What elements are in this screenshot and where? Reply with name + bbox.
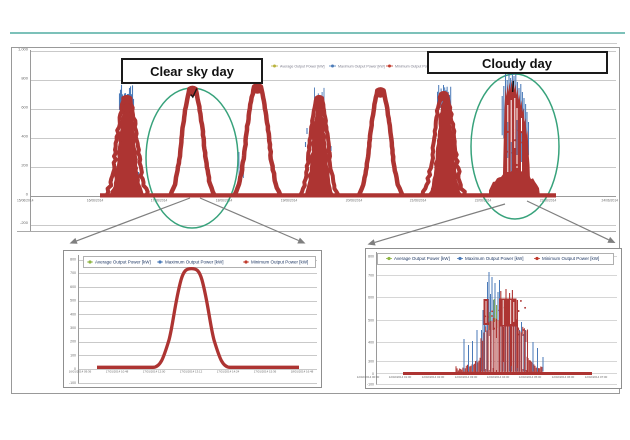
svg-text:800: 800: [70, 258, 76, 262]
svg-text:0: 0: [26, 191, 29, 196]
svg-text:12/02/2014 06:00: 12/02/2014 06:00: [552, 375, 575, 379]
svg-text:Clear sky day: Clear sky day: [150, 64, 235, 79]
svg-text:17/01/2014 12:00: 17/01/2014 12:00: [143, 370, 166, 374]
svg-text:-100: -100: [69, 381, 76, 385]
svg-text:12/02/2014 07:00: 12/02/2014 07:00: [585, 375, 608, 379]
svg-text:16/01/2014 09:36: 16/01/2014 09:36: [69, 370, 92, 374]
svg-text:12/02/2014 05:00: 12/02/2014 05:00: [519, 375, 542, 379]
svg-text:200: 200: [70, 340, 76, 344]
svg-text:700: 700: [70, 271, 76, 275]
svg-text:16/06/2014: 16/06/2014: [87, 199, 104, 203]
svg-text:Maximum Output Power [kW]: Maximum Output Power [kW]: [338, 65, 385, 69]
svg-text:400: 400: [21, 133, 28, 138]
svg-text:0: 0: [372, 372, 374, 376]
svg-text:24/06/2014: 24/06/2014: [601, 199, 618, 203]
svg-text:600: 600: [368, 296, 374, 300]
svg-text:17/01/2014 13:12: 17/01/2014 13:12: [180, 370, 203, 374]
svg-text:17/01/2014 10:48: 17/01/2014 10:48: [106, 370, 129, 374]
svg-text:17/01/2014 14:24: 17/01/2014 14:24: [217, 370, 240, 374]
svg-text:600: 600: [21, 104, 28, 109]
svg-text:Maximum Output Power [kW]: Maximum Output Power [kW]: [165, 260, 224, 265]
svg-text:23/06/2014: 23/06/2014: [540, 199, 557, 203]
svg-text:18/06/2014: 18/06/2014: [216, 199, 233, 203]
svg-text:17/06/2014: 17/06/2014: [151, 199, 168, 203]
svg-text:1,000: 1,000: [18, 46, 29, 51]
svg-text:400: 400: [70, 312, 76, 316]
svg-text:200: 200: [21, 162, 28, 167]
svg-text:Average Output Power [kW]: Average Output Power [kW]: [280, 65, 324, 69]
svg-text:500: 500: [70, 299, 76, 303]
svg-text:800: 800: [368, 255, 374, 259]
svg-text:15/06/2014: 15/06/2014: [17, 199, 34, 203]
svg-text:500: 500: [368, 319, 374, 323]
svg-text:19/06/2014: 19/06/2014: [281, 199, 298, 203]
svg-text:300: 300: [368, 360, 374, 364]
svg-text:-100: -100: [367, 383, 374, 387]
svg-text:400: 400: [368, 341, 374, 345]
svg-text:12/02/2014 00:00: 12/02/2014 00:00: [357, 375, 380, 379]
svg-text:21/06/2014: 21/06/2014: [410, 199, 427, 203]
svg-text:17/01/2014 15:36: 17/01/2014 15:36: [254, 370, 277, 374]
svg-text:Maximum Output Power [kW]: Maximum Output Power [kW]: [465, 256, 524, 261]
svg-text:Average Output Power [kW]: Average Output Power [kW]: [394, 256, 450, 261]
svg-text:100: 100: [70, 353, 76, 357]
svg-text:20/06/2014: 20/06/2014: [346, 199, 363, 203]
svg-text:Cloudy day: Cloudy day: [482, 56, 553, 71]
svg-text:Minimum Output Power [kW]: Minimum Output Power [kW]: [251, 260, 308, 265]
svg-text:700: 700: [368, 274, 374, 278]
svg-text:12/02/2014 03:00: 12/02/2014 03:00: [455, 375, 478, 379]
svg-text:300: 300: [70, 326, 76, 330]
svg-text:0: 0: [74, 367, 76, 371]
svg-text:600: 600: [70, 285, 76, 289]
svg-text:12/02/2014 02:00: 12/02/2014 02:00: [422, 375, 445, 379]
svg-text:800: 800: [21, 75, 28, 80]
svg-text:12/02/2014 01:00: 12/02/2014 01:00: [389, 375, 412, 379]
svg-text:Minimum Output Power [kW]: Minimum Output Power [kW]: [395, 65, 441, 69]
svg-text:18/01/2014 16:48: 18/01/2014 16:48: [291, 370, 314, 374]
svg-text:12/02/2014 04:00: 12/02/2014 04:00: [487, 375, 510, 379]
svg-text:-200: -200: [20, 220, 29, 225]
svg-text:22/06/2014: 22/06/2014: [475, 199, 492, 203]
svg-text:Average Output Power [kW]: Average Output Power [kW]: [95, 260, 151, 265]
svg-text:Minimum Output Power [kW]: Minimum Output Power [kW]: [542, 256, 599, 261]
